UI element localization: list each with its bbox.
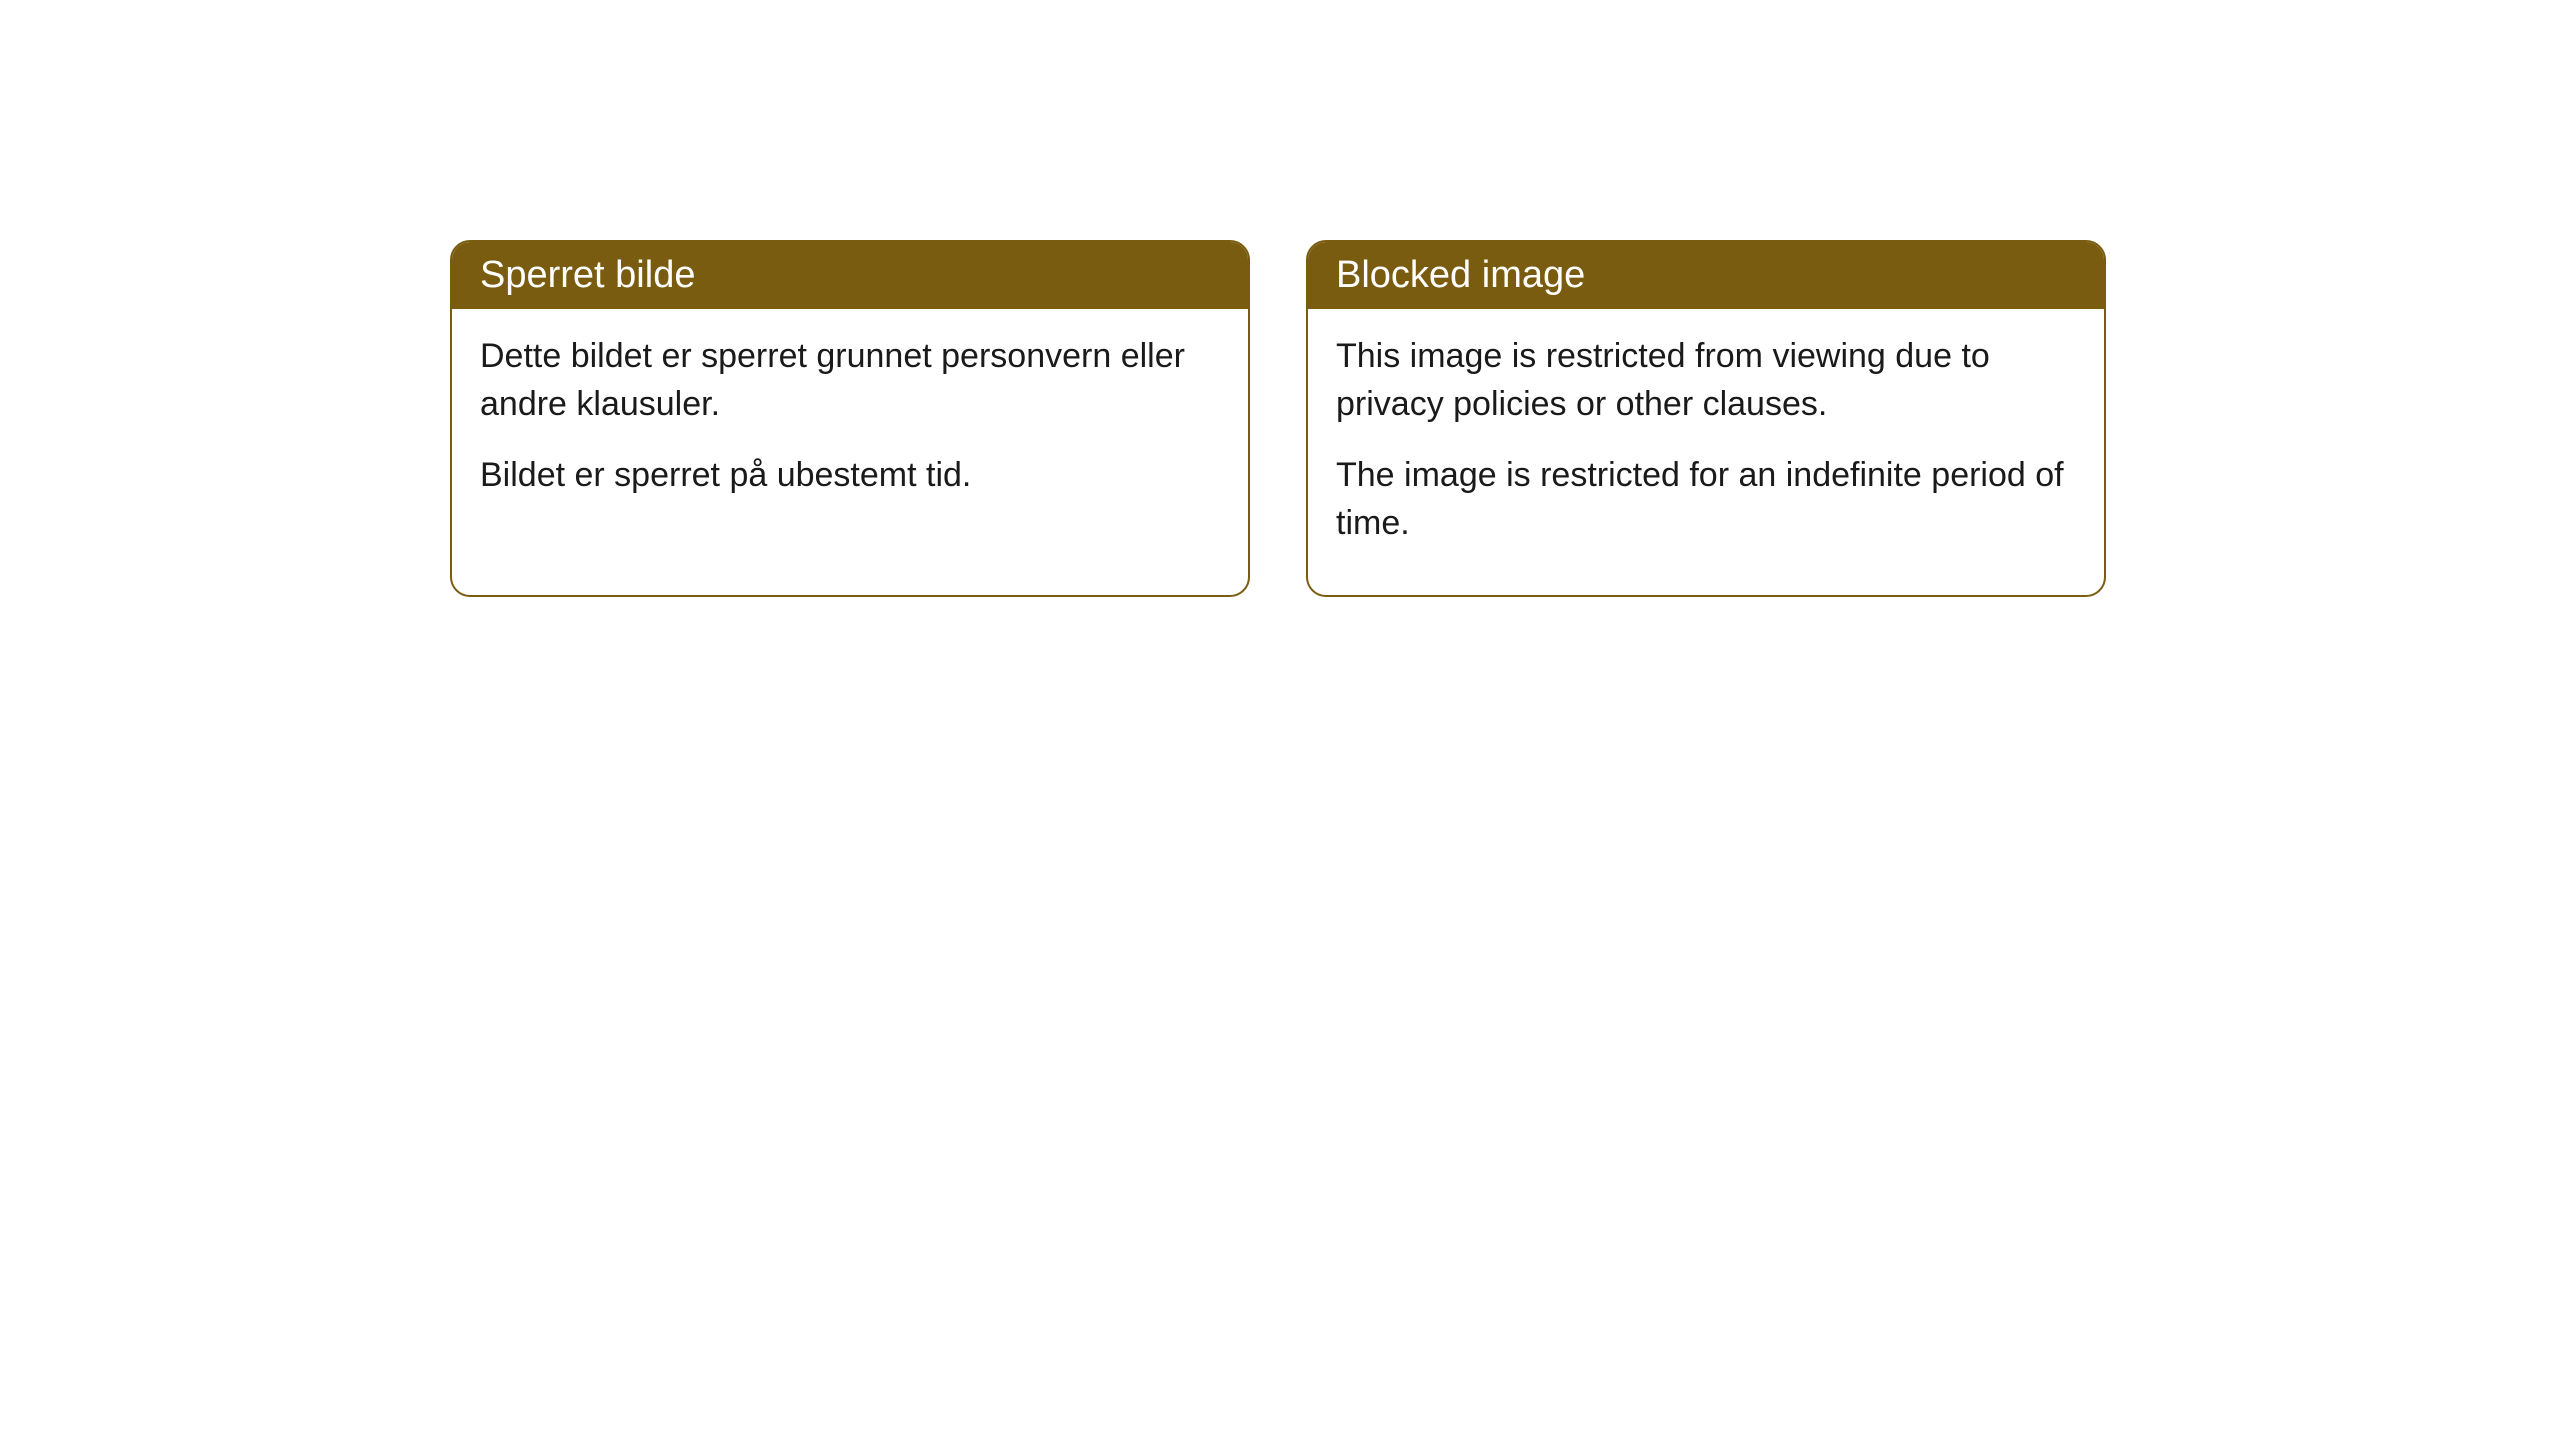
card-paragraph: This image is restricted from viewing du… [1336, 333, 2076, 428]
card-paragraph: The image is restricted for an indefinit… [1336, 452, 2076, 547]
card-header: Blocked image [1308, 242, 2104, 309]
notice-card-norwegian: Sperret bilde Dette bildet er sperret gr… [450, 240, 1250, 597]
card-paragraph: Dette bildet er sperret grunnet personve… [480, 333, 1220, 428]
cards-container: Sperret bilde Dette bildet er sperret gr… [450, 240, 2560, 597]
notice-card-english: Blocked image This image is restricted f… [1306, 240, 2106, 597]
card-paragraph: Bildet er sperret på ubestemt tid. [480, 452, 1220, 500]
card-header: Sperret bilde [452, 242, 1248, 309]
card-title: Sperret bilde [480, 254, 695, 296]
card-title: Blocked image [1336, 254, 1585, 296]
card-body: This image is restricted from viewing du… [1308, 309, 2104, 595]
card-body: Dette bildet er sperret grunnet personve… [452, 309, 1248, 548]
